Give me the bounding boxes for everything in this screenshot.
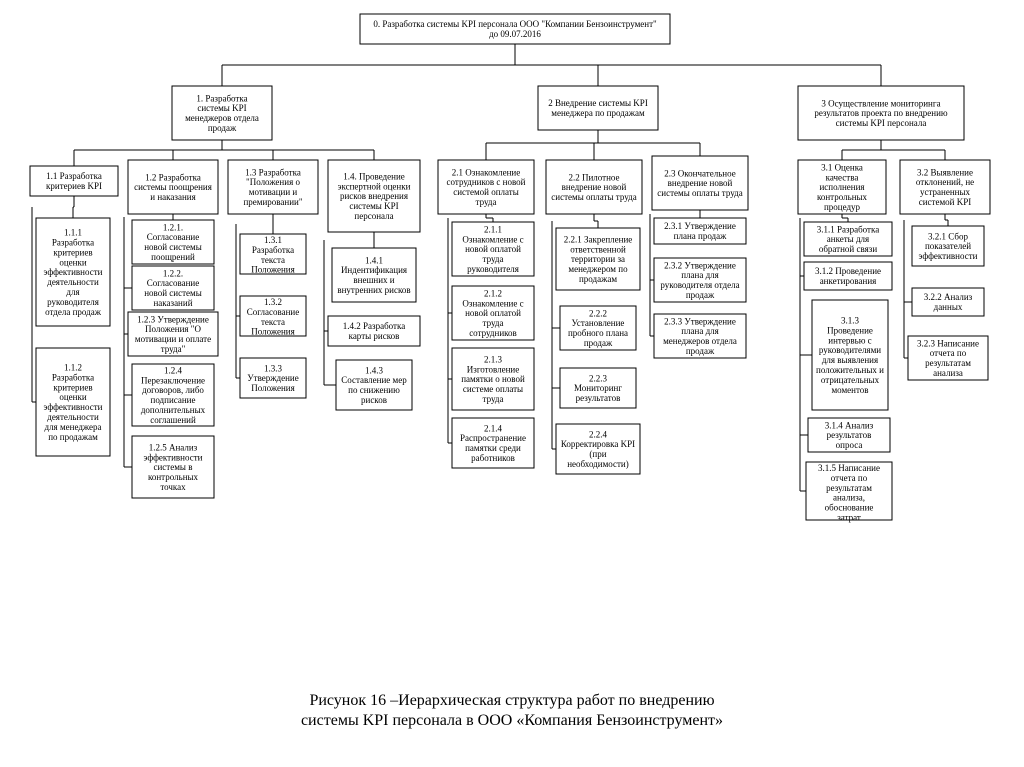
caption-line2: системы KPI персонала в ООО «Компания Бе… bbox=[301, 712, 723, 729]
svg-text:3.1 Оценкакачестваисполненияко: 3.1 Оценкакачестваисполненияконтрольныхп… bbox=[817, 162, 868, 212]
svg-text:1.3 Разработка"Положения омоти: 1.3 Разработка"Положения омотивации ипре… bbox=[243, 167, 302, 207]
svg-text:3.1.2 Проведениеанкетирования: 3.1.2 Проведениеанкетирования bbox=[815, 266, 881, 286]
svg-text:2.3 Окончательноевнедрение нов: 2.3 Окончательноевнедрение новойсистемы … bbox=[657, 168, 742, 198]
svg-text:3.2 Выявлениеотклонений, неуст: 3.2 Выявлениеотклонений, неустраненныхси… bbox=[916, 167, 974, 207]
svg-text:1.1 Разработкакритериев KPI: 1.1 Разработкакритериев KPI bbox=[46, 171, 102, 191]
wbs-diagram: 0. Разработка системы KPI персонала ООО … bbox=[0, 0, 1024, 767]
svg-text:1.4.2 Разработкакарты рисков: 1.4.2 Разработкакарты рисков bbox=[343, 321, 405, 341]
svg-text:2.3.1 Утверждениеплана продаж: 2.3.1 Утверждениеплана продаж bbox=[664, 221, 736, 241]
svg-text:1.1.2Разработкакритериевоценки: 1.1.2Разработкакритериевоценкиэффективно… bbox=[44, 363, 103, 442]
svg-text:2 Внедрение системы KPIменедже: 2 Внедрение системы KPIменеджера по прод… bbox=[548, 98, 648, 118]
svg-text:1.1.1Разработкакритериевоценки: 1.1.1Разработкакритериевоценкиэффективно… bbox=[44, 228, 103, 317]
caption-line1: Рисунок 16 –Иерархическая структура рабо… bbox=[309, 692, 714, 709]
